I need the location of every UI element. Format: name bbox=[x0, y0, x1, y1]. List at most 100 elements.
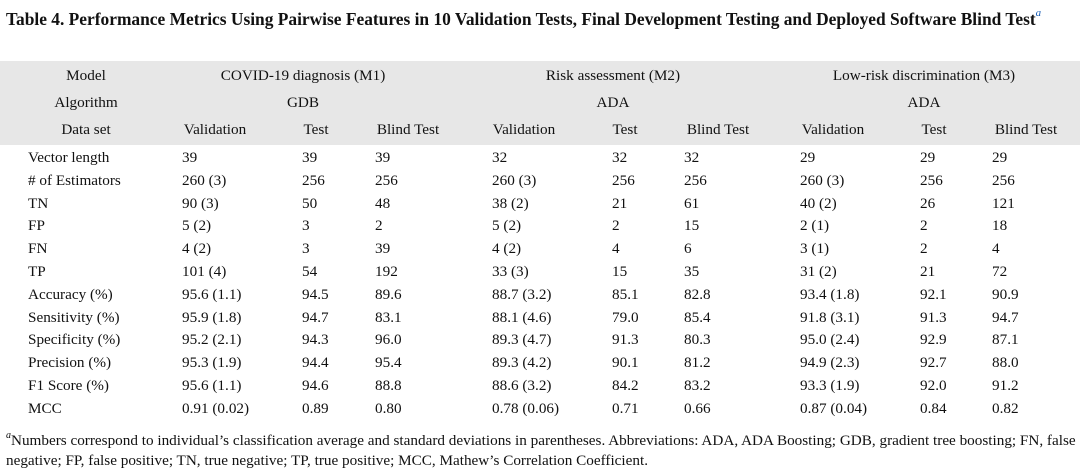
table-cell: 3 bbox=[302, 240, 310, 258]
table-cell: 82.8 bbox=[684, 285, 711, 303]
table-cell: 0.89 bbox=[302, 399, 329, 417]
table-cell: 0.66 bbox=[684, 399, 711, 417]
header-group-cell: COVID-19 diagnosis (M1) bbox=[220, 67, 386, 84]
table-cell: 95.9 (1.8) bbox=[182, 308, 242, 326]
column-header: Validation bbox=[801, 121, 865, 138]
table-cell: 91.2 bbox=[992, 377, 1019, 394]
table-cell: 81.2 bbox=[684, 354, 711, 372]
table-cell: 260 (3) bbox=[800, 171, 845, 189]
table-cell: 256 bbox=[375, 171, 398, 189]
table-footnote: aNumbers correspond to individual’s clas… bbox=[6, 427, 1076, 471]
table-header-band bbox=[0, 61, 1080, 145]
table-cell: 0.71 bbox=[612, 399, 639, 417]
table-cell: 61 bbox=[684, 194, 700, 212]
row-label: Accuracy (%) bbox=[28, 285, 113, 303]
table-cell: 2 bbox=[920, 217, 928, 235]
table-cell: 94.7 bbox=[302, 308, 329, 326]
table-cell: 6 bbox=[684, 240, 692, 258]
table-cell: 256 bbox=[612, 171, 635, 189]
table-cell: 85.4 bbox=[684, 308, 711, 326]
table-cell: 4 (2) bbox=[492, 240, 522, 258]
row-label: TN bbox=[28, 194, 49, 212]
table-cell: 40 (2) bbox=[800, 194, 837, 212]
table-cell: 54 bbox=[302, 263, 318, 280]
header-group-cell: ADA bbox=[596, 94, 630, 111]
column-header: Validation bbox=[183, 121, 247, 138]
header-group-cell: ADA bbox=[907, 94, 941, 111]
table-cell: 85.1 bbox=[612, 285, 639, 303]
table-cell: 33 (3) bbox=[492, 263, 529, 280]
table-cell: 88.7 (3.2) bbox=[492, 285, 552, 303]
table-cell: 0.80 bbox=[375, 399, 402, 417]
table-cell: 87.1 bbox=[992, 331, 1019, 349]
table-cell: 94.7 bbox=[992, 308, 1019, 326]
table-cell: 89.3 (4.2) bbox=[492, 354, 552, 372]
column-header: Blind Test bbox=[686, 121, 750, 138]
table-cell: 38 (2) bbox=[492, 194, 529, 212]
table-cell: 3 bbox=[302, 217, 310, 235]
table-cell: 79.0 bbox=[612, 308, 639, 326]
table-cell: 0.82 bbox=[992, 399, 1019, 417]
table-cell: 4 bbox=[992, 240, 1000, 258]
table-cell: 95.2 (2.1) bbox=[182, 331, 242, 349]
table-cell: 29 bbox=[800, 149, 816, 166]
table-cell: 95.4 bbox=[375, 354, 402, 372]
table-cell: 92.9 bbox=[920, 331, 947, 349]
table-cell: 256 bbox=[920, 171, 943, 189]
table-cell: 94.3 bbox=[302, 331, 329, 349]
table-caption: Table 4. Performance Metrics Using Pairw… bbox=[6, 4, 1074, 30]
table-cell: 101 (4) bbox=[182, 263, 227, 280]
table-cell: 90.1 bbox=[612, 354, 639, 372]
column-header: Blind Test bbox=[994, 121, 1058, 138]
row-label: FP bbox=[28, 217, 45, 235]
table-cell: 2 bbox=[612, 217, 620, 235]
table-cell: 94.5 bbox=[302, 285, 329, 303]
table-cell: 256 bbox=[302, 171, 325, 189]
table-cell: 94.9 (2.3) bbox=[800, 354, 860, 372]
table-cell: 88.8 bbox=[375, 377, 402, 394]
table-cell: 32 bbox=[612, 149, 628, 166]
header-group-cell: GDB bbox=[286, 94, 320, 111]
table-cell: 95.6 (1.1) bbox=[182, 377, 242, 394]
table-cell: 0.87 (0.04) bbox=[800, 399, 868, 417]
row-label: Sensitivity (%) bbox=[28, 308, 120, 326]
table-cell: 32 bbox=[684, 149, 700, 166]
table-cell: 21 bbox=[612, 194, 628, 212]
table-cell: 48 bbox=[375, 194, 391, 212]
table-cell: 39 bbox=[375, 240, 391, 258]
header-group-cell: Risk assessment (M2) bbox=[545, 67, 681, 84]
row-label: Specificity (%) bbox=[28, 331, 121, 349]
table-number: Table 4. bbox=[6, 8, 65, 29]
header-row-label: Model bbox=[66, 67, 106, 84]
table-cell: 88.0 bbox=[992, 354, 1019, 372]
footnote-marker: a bbox=[6, 430, 11, 441]
table-cell: 31 (2) bbox=[800, 263, 837, 280]
table-cell: 89.6 bbox=[375, 285, 402, 303]
title-footnote-marker[interactable]: a bbox=[1035, 7, 1042, 19]
row-label: # of Estimators bbox=[28, 171, 121, 189]
table-cell: 256 bbox=[684, 171, 707, 189]
table-cell: 0.91 (0.02) bbox=[182, 399, 250, 417]
footnote-text: Numbers correspond to individual’s class… bbox=[6, 432, 1076, 470]
table-cell: 83.2 bbox=[684, 377, 711, 394]
table-cell: 95.3 (1.9) bbox=[182, 354, 242, 372]
table-cell: 2 bbox=[375, 217, 383, 235]
header-row-label: Data set bbox=[61, 121, 111, 138]
table-cell: 39 bbox=[375, 149, 391, 166]
table-cell: 4 (2) bbox=[182, 240, 212, 258]
table-cell: 32 bbox=[492, 149, 508, 166]
table-cell: 93.3 (1.9) bbox=[800, 377, 860, 394]
table-cell: 35 bbox=[684, 263, 700, 280]
table-cell: 95.6 (1.1) bbox=[182, 285, 242, 303]
table-cell: 92.7 bbox=[920, 354, 947, 372]
table-cell: 72 bbox=[992, 263, 1008, 280]
header-group-cell: Low-risk discrimination (M3) bbox=[832, 67, 1016, 84]
table-cell: 84.2 bbox=[612, 377, 639, 394]
column-header: Test bbox=[612, 121, 638, 138]
table-cell: 92.0 bbox=[920, 377, 947, 394]
table-cell: 5 (2) bbox=[182, 217, 212, 235]
table-cell: 2 (1) bbox=[800, 217, 830, 235]
header-row-label: Algorithm bbox=[54, 94, 118, 111]
table-cell: 96.0 bbox=[375, 331, 402, 349]
table-cell: 95.0 (2.4) bbox=[800, 331, 860, 349]
